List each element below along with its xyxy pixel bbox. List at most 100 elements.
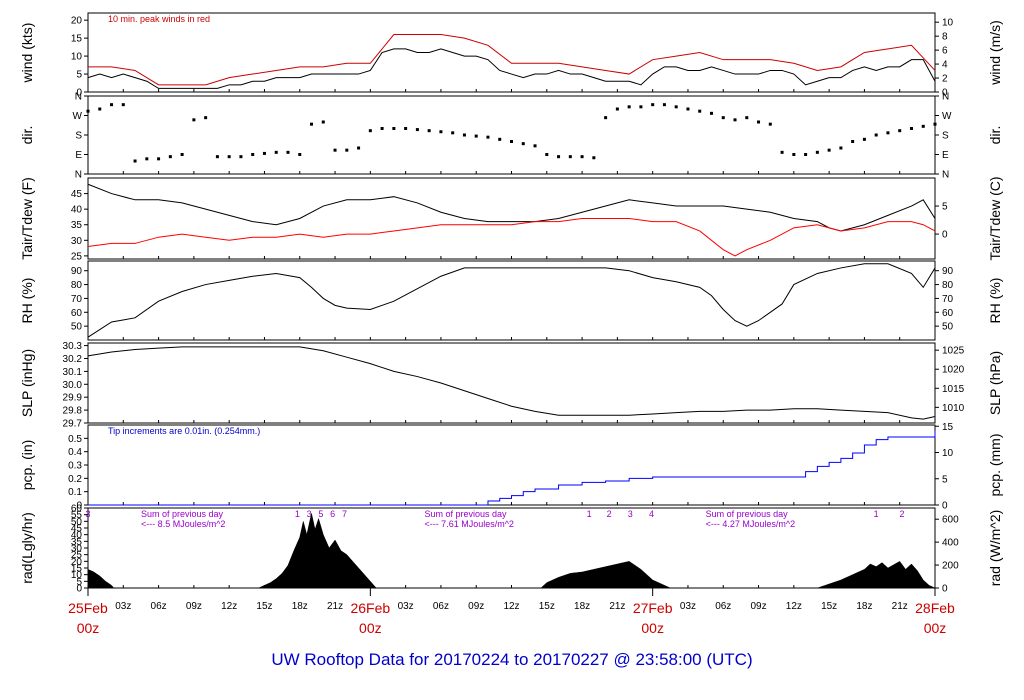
time-tick-label: 12z (786, 601, 802, 612)
time-tick-label: 15z (539, 601, 555, 612)
y-tick-label-left: 40 (71, 530, 83, 541)
y-tick-label-right: 400 (942, 538, 959, 549)
data-point (345, 148, 349, 152)
day-sum-note: Sum of previous day (424, 509, 507, 519)
y-tick-label-left: 25 (71, 251, 83, 262)
y-tick-label-left: 30 (71, 544, 83, 555)
y-tick-label-left: 0.5 (68, 434, 82, 445)
y-tick-label-right: 1015 (942, 384, 965, 395)
time-tick-label: 06z (715, 601, 731, 612)
data-point (427, 129, 431, 133)
data-point (404, 127, 408, 130)
time-tick-label: 03z (115, 601, 131, 612)
y-tick-label-left: 90 (71, 266, 83, 277)
y-tick-label-right: E (942, 150, 949, 161)
data-point (909, 127, 913, 130)
data-point (380, 127, 384, 130)
day-sum-note: Sum of previous day (141, 509, 224, 519)
data-point (521, 142, 525, 146)
series-area (87, 513, 936, 589)
data-point (533, 144, 537, 148)
panel-annotation: Tip increments are 0.01in. (0.254mm.) (108, 426, 260, 436)
time-tick-label: 09z (186, 601, 202, 612)
data-point (474, 134, 478, 138)
data-point (792, 153, 796, 156)
y-axis-label-right: wind (m/s) (987, 20, 1003, 86)
series-line (88, 430, 936, 506)
y-tick-label-right: 0 (942, 230, 948, 241)
y-tick-label-left: E (75, 150, 82, 161)
y-tick-label-left: 45 (71, 189, 83, 200)
date-label: 25Feb (68, 600, 108, 616)
y-tick-label-left: 30 (71, 236, 83, 247)
y-tick-label-left: 20 (71, 16, 83, 27)
hour-marker-label: 7 (342, 509, 347, 519)
y-tick-label-right: 0 (942, 584, 948, 595)
y-tick-label-right: 4 (942, 60, 948, 71)
y-tick-label-right: 5 (942, 474, 948, 485)
series-line (87, 346, 936, 420)
y-axis-label-right: RH (%) (987, 278, 1003, 324)
data-point (262, 151, 266, 155)
y-tick-label-right: 1010 (942, 403, 965, 414)
data-point (604, 116, 608, 120)
data-point (933, 122, 937, 126)
data-point (239, 155, 243, 159)
hour-marker-label: 6 (330, 509, 335, 519)
panel-frame (87, 342, 936, 424)
date-time-label: 00z (359, 620, 382, 636)
date-label: 27Feb (633, 600, 673, 616)
time-tick-label: 18z (856, 601, 872, 612)
time-axis: 03z 06z 09z 12z 15z 18z 21z 03z 06z 09z 12z 15z 18z 2… (68, 588, 955, 636)
data-point (215, 155, 219, 159)
panel-frame (87, 260, 936, 341)
time-tick-label: 06z (433, 601, 449, 612)
data-point (874, 133, 878, 137)
series-line (88, 34, 936, 86)
y-tick-label-right: 15 (942, 422, 954, 433)
y-tick-label-left: 10 (71, 52, 83, 63)
data-point (510, 140, 513, 143)
data-point (121, 103, 125, 107)
data-point (98, 107, 102, 111)
y-axis-label-left: dir. (19, 126, 35, 145)
data-point (157, 157, 161, 161)
data-point (321, 120, 325, 124)
data-point (298, 153, 302, 156)
y-tick-label-left: 80 (71, 280, 83, 291)
y-axis-label-left: RH (%) (19, 278, 35, 324)
day-sum-note: Sum of previous day (706, 509, 789, 519)
data-point (568, 155, 572, 159)
panel-frame (87, 177, 936, 260)
hour-marker-label: 1 (587, 509, 592, 519)
y-tick-label-right: 0 (942, 88, 948, 99)
y-tick-label-right: 6 (942, 46, 948, 57)
y-tick-label-left: 40 (71, 205, 83, 216)
data-point (110, 103, 114, 107)
data-point (815, 150, 819, 154)
y-axis-label-left: wind (kts) (19, 23, 35, 84)
data-point (133, 159, 137, 163)
y-tick-label-right: 10 (942, 18, 954, 29)
date-label: 28Feb (915, 600, 955, 616)
data-point (662, 103, 666, 107)
data-point (898, 129, 902, 133)
data-point (592, 156, 596, 160)
time-tick-label: 03z (680, 601, 696, 612)
panel-wind: 0 5 10 15 20 0 2 4 6 8 10 wind (kts) wind (m/s) 10 mi… (19, 12, 1003, 99)
series-line (87, 48, 936, 89)
y-tick-label-left: 60 (71, 308, 83, 319)
data-point (686, 107, 690, 111)
y-tick-label-left: 0 (76, 501, 82, 512)
data-point (674, 105, 678, 109)
y-tick-label-right: 50 (942, 322, 954, 333)
panel-frame (87, 95, 936, 175)
y-tick-label-right: W (942, 111, 952, 122)
y-tick-label-right: 8 (942, 32, 948, 43)
date-time-label: 00z (924, 620, 947, 636)
data-point (651, 103, 655, 107)
data-point (204, 116, 208, 120)
hour-marker-label: 4 (649, 509, 654, 519)
y-tick-label-right: 90 (942, 266, 954, 277)
date-time-label: 00z (641, 620, 664, 636)
